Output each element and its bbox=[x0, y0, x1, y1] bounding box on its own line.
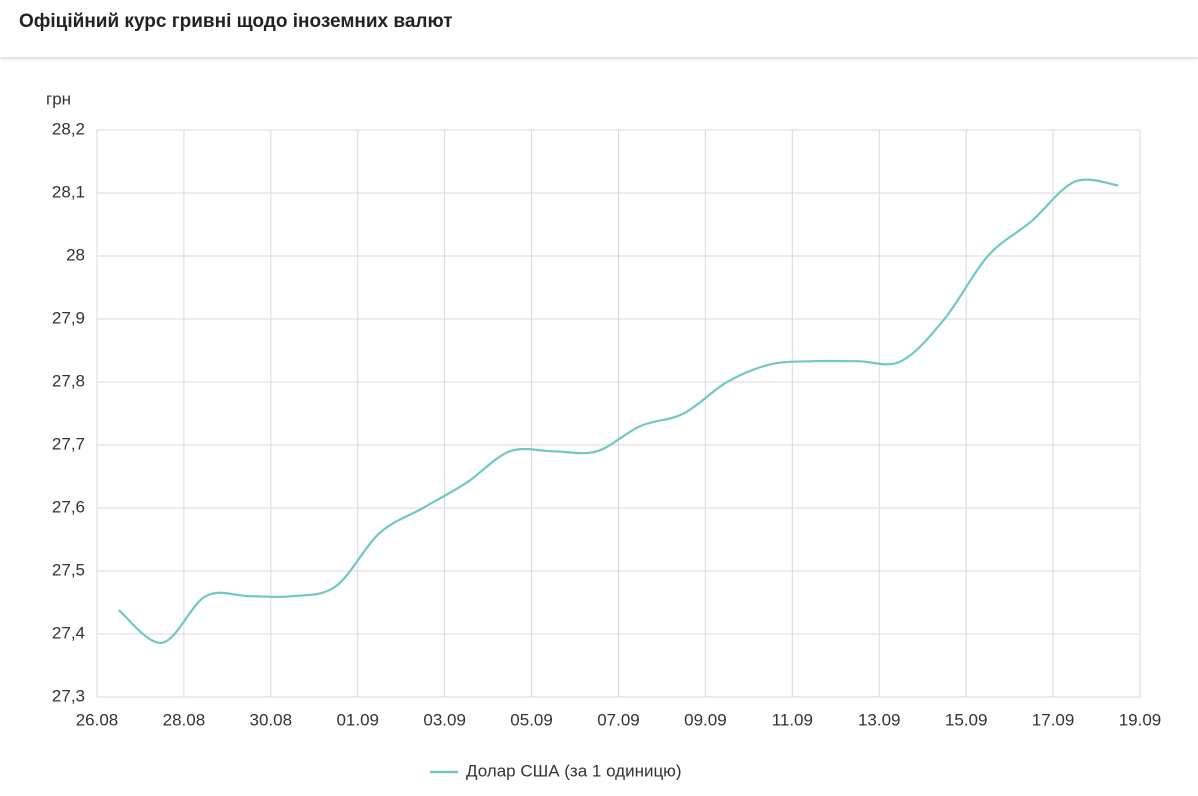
y-tick-label: 28,2 bbox=[52, 119, 85, 138]
legend-label: Долар США (за 1 одиницю) bbox=[466, 761, 682, 780]
chart-title: Офіційний курс гривні щодо іноземних вал… bbox=[19, 11, 453, 32]
y-tick-label: 27,9 bbox=[52, 308, 85, 327]
x-tick-label: 15.09 bbox=[945, 710, 988, 729]
y-tick-label: 27,4 bbox=[52, 623, 85, 642]
y-tick-label: 27,5 bbox=[52, 560, 85, 579]
y-tick-label: 28,1 bbox=[52, 182, 85, 201]
x-tick-label: 17.09 bbox=[1032, 710, 1075, 729]
x-tick-label: 11.09 bbox=[772, 710, 813, 729]
series-line bbox=[118, 178, 1119, 644]
x-tick-label: 05.09 bbox=[510, 710, 553, 729]
x-tick-label: 26.08 bbox=[76, 710, 119, 729]
x-tick-label: 19.09 bbox=[1119, 710, 1162, 729]
y-tick-label: 28 bbox=[66, 245, 85, 264]
y-tick-label: 27,8 bbox=[52, 371, 85, 390]
x-tick-label: 01.09 bbox=[336, 710, 379, 729]
x-tick-label: 09.09 bbox=[684, 710, 727, 729]
x-tick-label: 13.09 bbox=[858, 710, 901, 729]
x-tick-label: 30.08 bbox=[250, 710, 293, 729]
x-tick-label: 03.09 bbox=[423, 710, 466, 729]
header: Офіційний курс гривні щодо іноземних вал… bbox=[0, 0, 1198, 57]
x-tick-label: 07.09 bbox=[597, 710, 640, 729]
y-tick-label: 27,3 bbox=[52, 686, 85, 705]
x-tick-label: 28.08 bbox=[163, 710, 206, 729]
y-tick-label: 27,6 bbox=[52, 497, 85, 516]
y-axis-label: грн bbox=[46, 89, 71, 108]
y-tick-label: 27,7 bbox=[52, 434, 85, 453]
